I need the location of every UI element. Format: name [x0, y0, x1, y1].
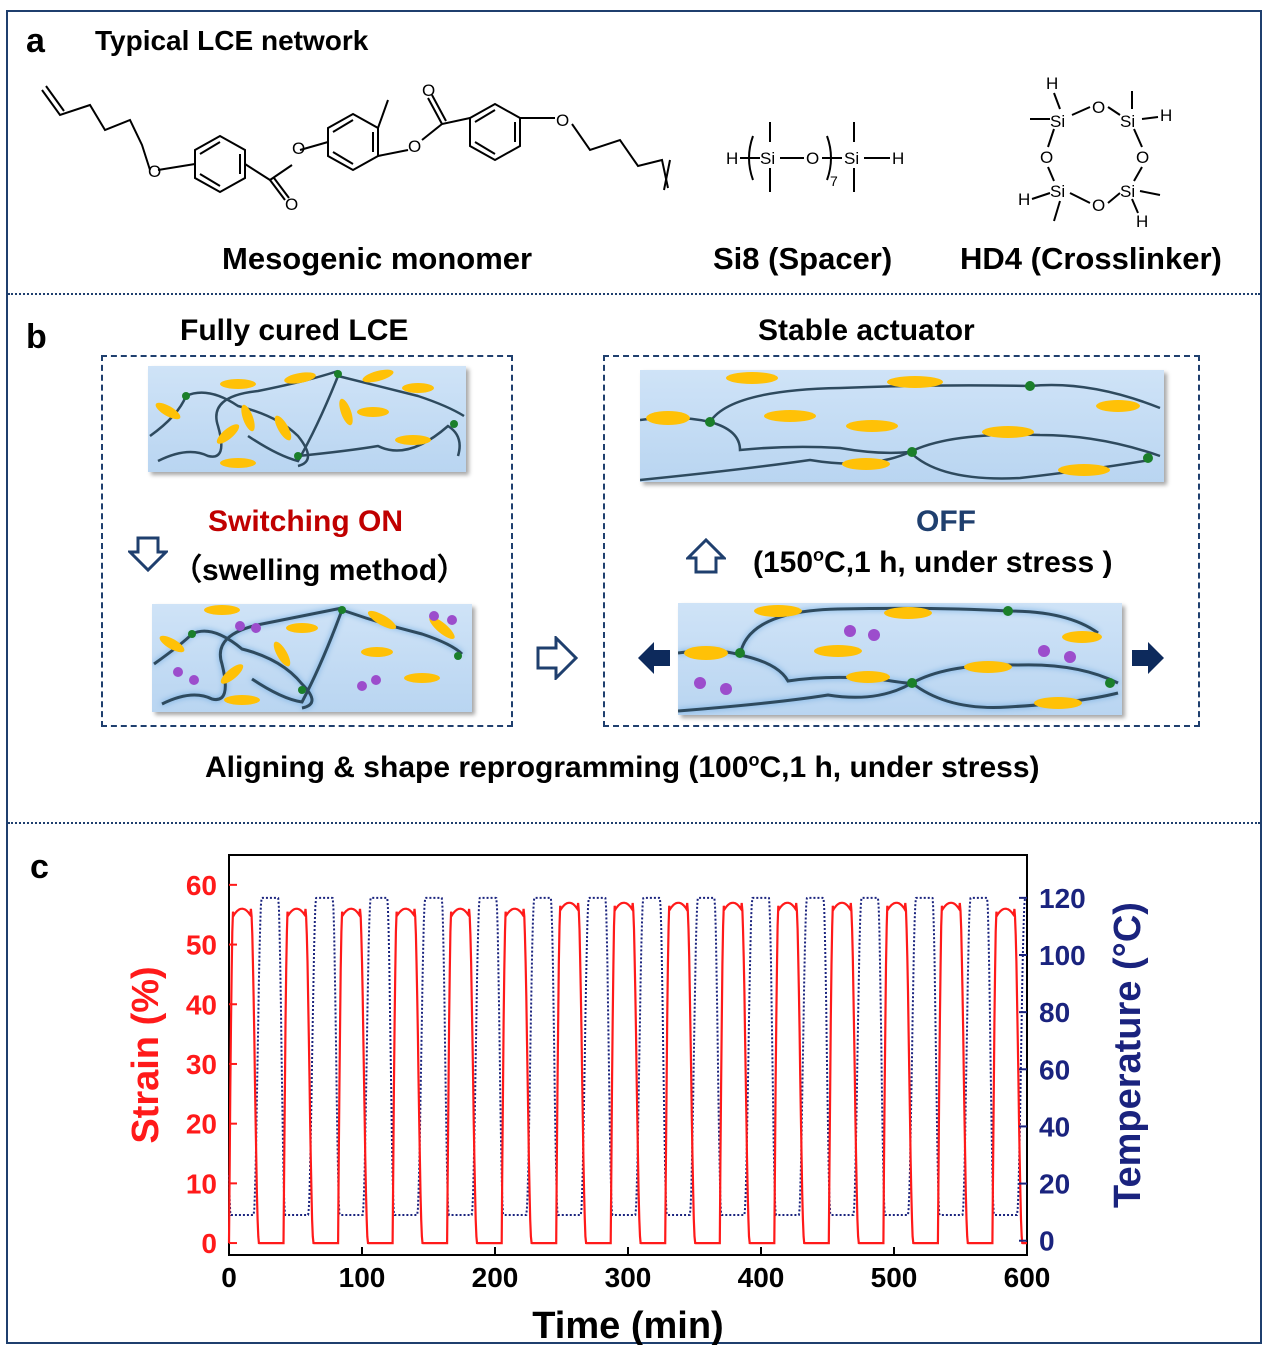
- down-arrow-icon: [128, 536, 168, 572]
- mesogen-structure: O O O O O O: [41, 81, 671, 214]
- x-tick-label: 200: [472, 1262, 519, 1293]
- crosslinker-label: HD4 (Crosslinker): [960, 241, 1222, 276]
- svg-text:O: O: [1136, 148, 1149, 167]
- svg-text:O: O: [285, 195, 298, 214]
- off-label: OFF: [916, 505, 976, 538]
- y-right-tick-label: 60: [1039, 1054, 1070, 1085]
- y-right-tick-label: 0: [1039, 1226, 1055, 1257]
- y-left-tick-label: 10: [186, 1168, 217, 1199]
- svg-text:H: H: [1160, 106, 1172, 125]
- x-tick-label: 300: [605, 1262, 652, 1293]
- svg-text:O: O: [422, 81, 435, 100]
- y-right-tick-label: 100: [1039, 940, 1086, 971]
- svg-text:O: O: [806, 149, 819, 168]
- svg-text:O: O: [1092, 98, 1105, 117]
- y-left-tick-label: 20: [186, 1109, 217, 1140]
- right-arrow-icon: [536, 636, 579, 680]
- y-right-tick-label: 120: [1039, 883, 1086, 914]
- network-aligned: [640, 370, 1164, 482]
- panel-b-letter: b: [26, 318, 47, 356]
- svg-text:H: H: [1018, 190, 1030, 209]
- network-random: [148, 366, 466, 472]
- svg-text:O: O: [1092, 196, 1105, 215]
- stress-right-arrow-icon: [1132, 642, 1164, 674]
- mesogen-label: Mesogenic monomer: [222, 241, 533, 276]
- x-tick-label: 400: [738, 1262, 785, 1293]
- temperature-series-line: [228, 896, 1027, 1216]
- switching-on-label: Switching ON: [208, 505, 403, 538]
- svg-text:H: H: [1046, 75, 1058, 93]
- svg-text:O: O: [556, 111, 569, 130]
- y-right-tick-label: 20: [1039, 1169, 1070, 1200]
- panel-a-letter: a: [26, 22, 45, 60]
- y-right-tick-label: 40: [1039, 1111, 1070, 1142]
- svg-text:Si: Si: [1120, 112, 1135, 131]
- y-left-tick-label: 60: [186, 870, 217, 901]
- y-left-axis-title: Strain (%): [125, 966, 167, 1143]
- plot-frame: [228, 854, 1028, 1256]
- svg-text:H: H: [1136, 212, 1148, 231]
- y-left-tick-label: 30: [186, 1049, 217, 1080]
- aligning-label: Aligning & shape reprogramming (100oC,1 …: [205, 750, 1040, 784]
- separator-ab: [8, 293, 1260, 295]
- svg-text:Si: Si: [760, 149, 775, 168]
- x-tick-label: 100: [339, 1262, 386, 1293]
- stable-actuator-title: Stable actuator: [758, 314, 975, 347]
- svg-text:O: O: [408, 137, 421, 156]
- svg-text:Si: Si: [1050, 182, 1065, 201]
- x-axis-title: Time (min): [532, 1305, 723, 1345]
- y-left-tick-label: 50: [186, 930, 217, 961]
- y-left-tick-label: 0: [201, 1228, 217, 1259]
- stable-actuator-box: [603, 355, 1200, 727]
- network-aligned-swollen: [678, 603, 1122, 715]
- svg-text:Si: Si: [1120, 182, 1135, 201]
- svg-text:O: O: [148, 162, 161, 181]
- off-condition-label: (150oC,1 h, under stress ): [753, 545, 1113, 579]
- panel-c-letter: c: [30, 848, 49, 886]
- figure-frame: [6, 10, 1262, 1344]
- x-tick-label: 0: [221, 1262, 237, 1293]
- fully-cured-box: [101, 355, 513, 727]
- swelling-method-label: （swelling method）: [172, 554, 468, 587]
- x-tick-label: 500: [871, 1262, 918, 1293]
- svg-text:H: H: [726, 149, 738, 168]
- separator-bc: [8, 822, 1260, 824]
- network-swollen: [152, 604, 472, 712]
- svg-text:Si: Si: [844, 149, 859, 168]
- spacer-label: Si8 (Spacer): [713, 241, 893, 276]
- si8-spacer-structure: H Si O Si H 7: [726, 122, 904, 192]
- fully-cured-title: Fully cured LCE: [180, 314, 409, 347]
- strain-temperature-chart: 0 100 200 300 400 500 600010203040506002040608…: [125, 854, 1149, 1345]
- svg-text:Si: Si: [1050, 112, 1065, 131]
- up-arrow-icon: [686, 538, 726, 574]
- y-right-axis-title: Temperature (°C): [1107, 902, 1149, 1208]
- x-tick-label: 600: [1004, 1262, 1051, 1293]
- panel-a-title: Typical LCE network: [95, 25, 369, 56]
- svg-text:O: O: [1040, 148, 1053, 167]
- svg-text:O: O: [292, 139, 305, 158]
- svg-text:H: H: [892, 149, 904, 168]
- y-right-tick-label: 80: [1039, 997, 1070, 1028]
- stress-left-arrow-icon: [638, 642, 670, 674]
- svg-text:7: 7: [830, 173, 838, 189]
- hd4-crosslinker-structure: H Si O Si H O O Si H O Si H: [1018, 75, 1172, 231]
- y-left-tick-label: 40: [186, 989, 217, 1020]
- strain-series-line: [227, 901, 1027, 1245]
